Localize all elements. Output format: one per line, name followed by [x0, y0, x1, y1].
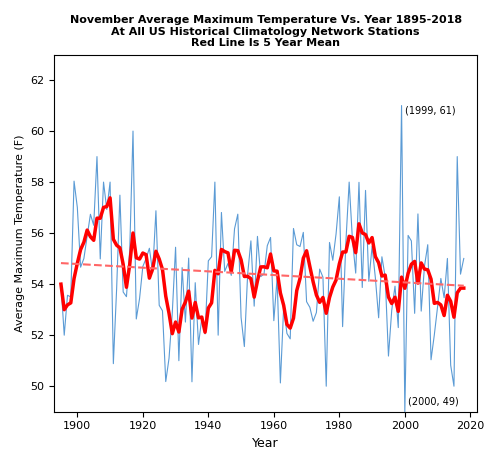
X-axis label: Year: Year [252, 437, 279, 450]
Title: November Average Maximum Temperature Vs. Year 1895-2018
At All US Historical Cli: November Average Maximum Temperature Vs.… [70, 15, 462, 48]
Text: (1999, 61): (1999, 61) [405, 105, 456, 115]
Text: (2000, 49): (2000, 49) [408, 396, 459, 406]
Y-axis label: Average Maximum Temperature (F): Average Maximum Temperature (F) [15, 134, 25, 332]
